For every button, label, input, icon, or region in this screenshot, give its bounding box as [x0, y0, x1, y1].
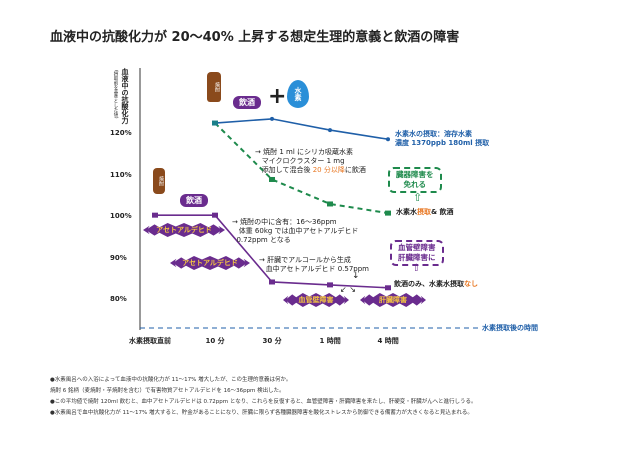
arrow-down-icon: ↓ [352, 271, 360, 281]
x-tick-label: 10 分 [205, 337, 225, 345]
note-silica: → 焼酎 1 ml にシリカ吸蔵水素 マイクロクラスター 1 mg 添加して混合… [255, 148, 366, 174]
data-point [270, 116, 274, 121]
blue-series-label: 水素水の摂取：溶存水素 濃度 1370ppb 180ml 摂取 [395, 130, 490, 147]
chart-title: 血液中の抗酸化力が 20〜40% 上昇する想定生理的意義と飲酒の障害 [50, 30, 460, 45]
vascular-damage-burst: 血管壁障害 [283, 293, 349, 307]
y-axis-label: 血液中の抗酸化力 [121, 68, 129, 124]
data-point [385, 210, 391, 216]
x-tick-label: 水素摂取直前 [129, 337, 171, 345]
note-liver: → 肝臓でアルコールから生成 血中アセトアルデヒド 0.57ppm [259, 256, 369, 273]
hydrogen-drop-icon: 水素 [287, 80, 309, 108]
x-tick-label: 30 分 [262, 337, 282, 345]
x-axis-label: 水素摂取後の時間 [482, 324, 538, 332]
y-tick-label: 110% [110, 170, 132, 179]
data-point [385, 285, 391, 291]
data-point [152, 212, 158, 218]
shochu-bottle-icon: 焼酎 [207, 72, 221, 102]
split-arrows-icon: ↙ ↘ [340, 285, 356, 294]
series-line [214, 118, 389, 141]
data-point [386, 137, 390, 142]
data-point [269, 279, 275, 285]
purple-box: 血管壁障害 肝臓障害に [390, 240, 444, 266]
note-shochu-content: → 焼酎の中に含有：16〜36ppm 体重 60kg では血中アセトアルデヒド … [232, 218, 359, 244]
data-point [212, 212, 218, 218]
data-point [327, 201, 333, 207]
shochu-bottle-icon: 焼酎 [153, 168, 165, 194]
footnotes: ●水素風呂への入浴によって血液中の抗酸化力が 11〜17% 増大したが、この生理… [50, 375, 477, 419]
data-point [269, 176, 275, 182]
y-tick-label: 120% [110, 129, 132, 137]
acetaldehyde-burst: アセトアルデヒド [170, 256, 250, 270]
data-point [212, 120, 218, 126]
y-tick-label: 100% [110, 212, 132, 220]
series-line [214, 122, 389, 215]
drink-badge: 飲酒 [233, 96, 261, 109]
y-axis-sublabel: (摂取前を基準とした値) [113, 70, 118, 119]
footnote: 焼酎 6 銘柄（麦焼酎・芋焼酎を含む）で有害物質アセトアルデヒドを 16〜36p… [50, 388, 285, 394]
y-tick-label: 90% [110, 253, 127, 262]
footnote: ●この平均値で焼酎 120ml 飲むと、血中アセトアルデヒドは 0.72ppm … [50, 399, 477, 405]
purple-series-label: 飲酒のみ、水素水摂取なし [394, 280, 478, 288]
arrow-up-icon: ⇧ [412, 263, 421, 274]
x-tick-label: 4 時間 [377, 337, 399, 345]
plus-icon: + [268, 84, 287, 109]
acetaldehyde-burst: アセトアルデヒド [143, 223, 225, 237]
footnote: ●水素風呂への入浴によって血液中の抗酸化力が 11〜17% 増大したが、この生理… [50, 377, 292, 383]
arrow-up-icon: ⇧ [413, 191, 423, 204]
green-series-label: 水素水摂取& 飲酒 [396, 208, 454, 216]
data-point [328, 128, 332, 133]
liver-damage-burst: 肝臓障害 [360, 293, 426, 307]
footnote: ●水素風呂で血中抗酸化力が 11〜17% 増大すると、貯金があることになり、肝臓… [50, 410, 473, 416]
drink-badge: 飲酒 [180, 194, 208, 207]
green-box: 臓器障害を 免れる [388, 167, 442, 193]
y-tick-label: 80% [110, 295, 127, 303]
data-point [327, 282, 333, 288]
x-tick-label: 1 時間 [319, 337, 341, 345]
